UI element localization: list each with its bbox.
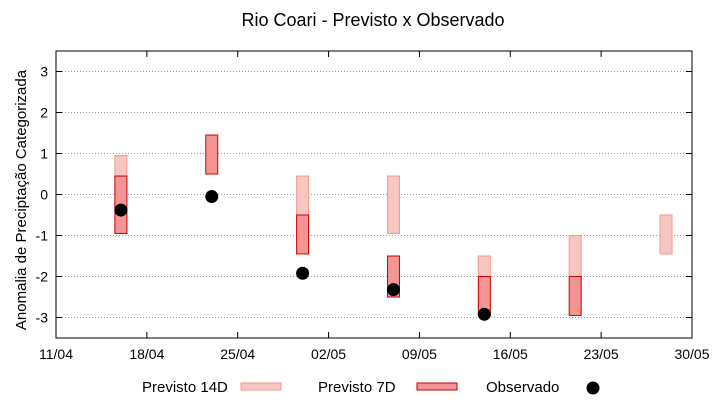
range-bar-1 <box>296 214 310 255</box>
range-bar-1 <box>568 276 582 316</box>
legend: Previsto 14D Previsto 7D Observado <box>142 379 600 396</box>
legend-label: Previsto 14D <box>142 379 228 396</box>
legend-swatch <box>240 382 282 391</box>
y-tick-label: 3 <box>40 64 48 80</box>
y-tick-label: 0 <box>40 187 48 203</box>
observed-points <box>114 190 491 321</box>
legend-label: Observado <box>486 379 559 396</box>
y-tick-label: -1 <box>36 228 49 244</box>
x-tick-label: 11/04 <box>39 346 73 362</box>
range-bar-0 <box>477 255 491 277</box>
x-tick-label: 02/05 <box>311 346 346 362</box>
x-tick-label: 25/04 <box>220 346 255 362</box>
observed-point <box>114 203 128 217</box>
y-tick-label: -3 <box>36 310 49 326</box>
x-tick-label: 16/05 <box>493 346 528 362</box>
legend-marker <box>586 381 600 395</box>
range-bar-0 <box>568 235 582 277</box>
range-bar-0 <box>296 175 310 216</box>
x-tick-label: 09/05 <box>402 346 437 362</box>
y-tick-label: -2 <box>36 269 49 285</box>
chart-title: Rio Coari - Previsto x Observado <box>241 10 504 30</box>
axis-ticks: 3 2 1 0 -1 -2 -3 11/04 18/04 25/04 02/05 09/05 16/05… <box>36 51 710 362</box>
y-axis-label: Anomalia de Preciptação Categorizada <box>13 69 30 330</box>
x-tick-label: 18/04 <box>129 346 164 362</box>
observed-point <box>386 283 400 297</box>
range-bar-0 <box>659 214 673 255</box>
x-tick-label: 30/05 <box>674 346 709 362</box>
grid-layer <box>56 71 692 318</box>
legend-swatch <box>416 382 458 391</box>
y-tick-label: 2 <box>40 105 48 121</box>
observed-point <box>205 190 219 204</box>
y-tick-label: 1 <box>40 146 48 162</box>
legend-label: Previsto 7D <box>318 379 396 396</box>
x-tick-label: 23/05 <box>584 346 619 362</box>
observed-point <box>296 266 310 280</box>
observed-point <box>477 307 491 321</box>
range-bar-0 <box>386 175 400 234</box>
range-bar-1 <box>205 134 219 175</box>
